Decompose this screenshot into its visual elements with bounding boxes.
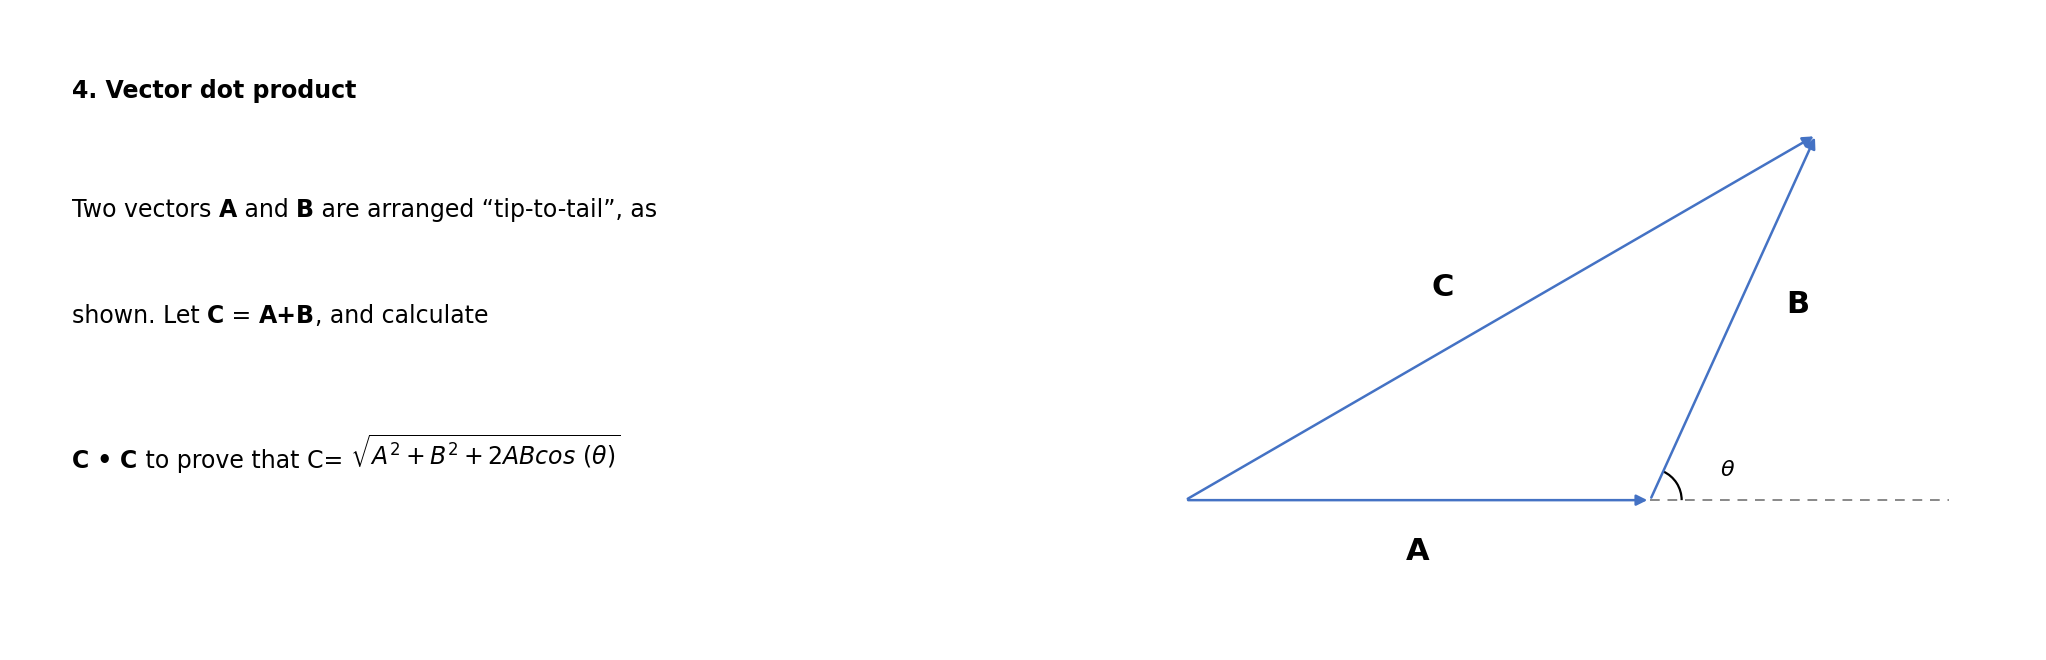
Text: C: C: [207, 304, 225, 327]
Text: C: C: [72, 449, 88, 473]
Text: Two vectors: Two vectors: [72, 198, 219, 222]
Text: 4. Vector dot product: 4. Vector dot product: [72, 79, 356, 103]
Text: A+B: A+B: [258, 304, 315, 327]
Text: •: •: [88, 449, 121, 473]
Text: A: A: [1406, 537, 1430, 566]
Text: C: C: [121, 449, 137, 473]
Text: C: C: [1432, 273, 1455, 302]
Text: shown. Let: shown. Let: [72, 304, 207, 327]
Text: , and calculate: , and calculate: [315, 304, 489, 327]
Text: to prove that C=: to prove that C=: [137, 449, 350, 473]
Text: $\theta$: $\theta$: [1721, 460, 1735, 480]
Text: B: B: [1786, 290, 1809, 319]
Text: A: A: [219, 198, 237, 222]
Text: =: =: [225, 304, 258, 327]
Text: are arranged “tip-to-tail”, as: are arranged “tip-to-tail”, as: [313, 198, 657, 222]
Text: and: and: [237, 198, 297, 222]
Text: $\sqrt{A^2 + B^2 + 2AB\mathit{cos}\ (\theta)}$: $\sqrt{A^2 + B^2 + 2AB\mathit{cos}\ (\th…: [350, 432, 620, 471]
Text: B: B: [297, 198, 313, 222]
